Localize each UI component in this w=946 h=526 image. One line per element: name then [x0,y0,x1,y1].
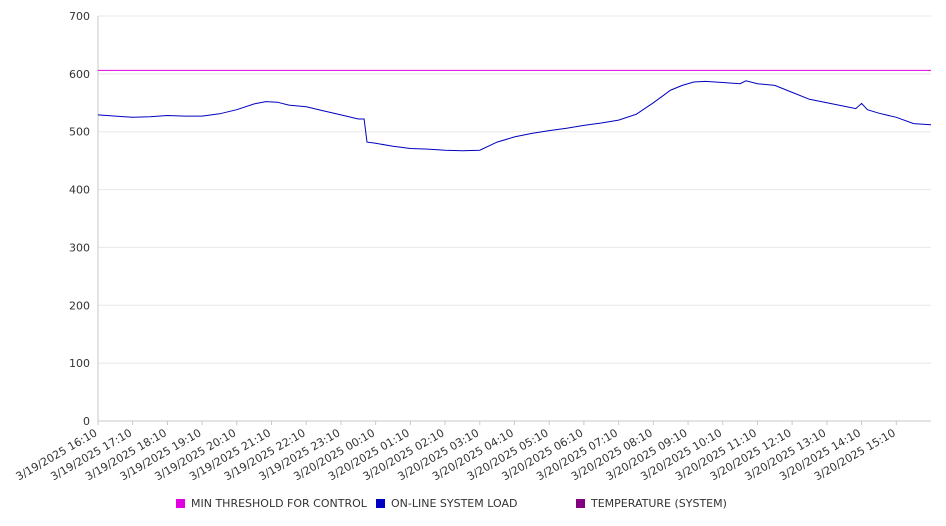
series-lines [97,69,932,152]
legend-label-min-threshold: MIN THRESHOLD FOR CONTROL [191,497,367,510]
series-line-system-load [97,80,932,152]
y-axis-ticks: 0 100 200 300 400 500 600 700 [69,10,90,428]
legend-swatch-temperature [576,499,585,508]
y-tick-label: 500 [69,126,90,139]
legend-swatch-system-load [376,499,385,508]
legend-item-temperature[interactable]: TEMPERATURE (SYSTEM) [576,497,727,510]
legend-label-system-load: ON-LINE SYSTEM LOAD [391,497,518,510]
y-tick-label: 0 [83,415,90,428]
gridlines [98,15,931,364]
y-tick-label: 600 [69,68,90,81]
y-tick-label: 200 [69,299,90,312]
legend-item-min-threshold[interactable]: MIN THRESHOLD FOR CONTROL [176,497,367,510]
legend: MIN THRESHOLD FOR CONTROL ON-LINE SYSTEM… [0,497,946,517]
y-tick-label: 100 [69,357,90,370]
legend-label-temperature: TEMPERATURE (SYSTEM) [591,497,727,510]
axes [97,16,931,422]
y-tick-label: 300 [69,241,90,254]
y-tick-label: 700 [69,10,90,23]
x-axis-ticks: 3/19/2025 16:103/19/2025 17:103/19/2025 … [14,421,898,483]
y-tick-label: 400 [69,184,90,197]
legend-item-system-load[interactable]: ON-LINE SYSTEM LOAD [376,497,517,510]
legend-swatch-min-threshold [176,499,185,508]
